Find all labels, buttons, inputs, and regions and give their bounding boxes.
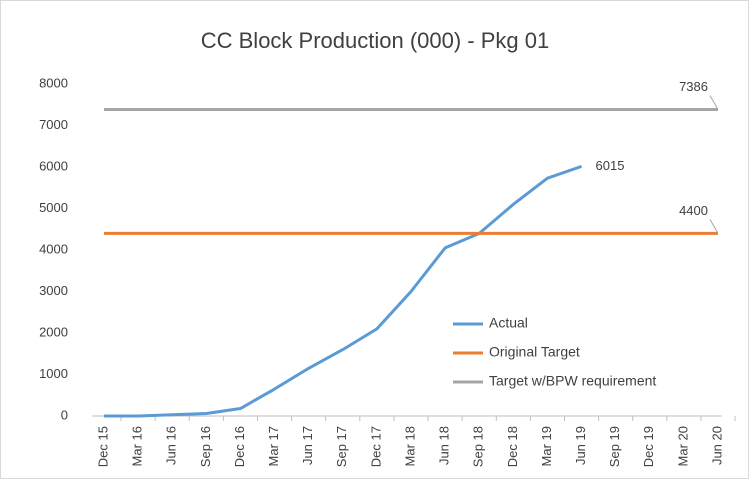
y-tick-label: 5000 (39, 200, 68, 215)
legend-label: Actual (489, 315, 528, 331)
x-tick-label: Dec 15 (95, 426, 110, 467)
x-tick-label: Mar 17 (266, 426, 281, 466)
x-tick-label: Mar 19 (539, 426, 554, 466)
x-tick-label: Dec 16 (232, 426, 247, 467)
y-tick-label: 8000 (39, 75, 68, 90)
data-label: 4400 (679, 203, 708, 218)
data-label: 6015 (596, 158, 625, 173)
x-tick-label: Jun 19 (573, 426, 588, 465)
series-line (104, 164, 583, 418)
y-tick-label: 7000 (39, 117, 68, 132)
x-tick-label: Sep 17 (334, 426, 349, 467)
x-tick-label: Sep 16 (198, 426, 213, 467)
chart-title: CC Block Production (000) - Pkg 01 (201, 28, 550, 53)
x-tick-label: Jun 18 (437, 426, 452, 465)
x-tick-label: Sep 18 (471, 426, 486, 467)
x-tick-label: Jun 16 (164, 426, 179, 465)
x-tick-label: Dec 17 (368, 426, 383, 467)
x-tick-label: Jun 17 (300, 426, 315, 465)
x-tick-label: Jun 20 (709, 426, 724, 465)
y-tick-label: 4000 (39, 241, 68, 256)
legend-label: Original Target (489, 344, 580, 360)
y-tick-label: 3000 (39, 283, 68, 298)
label-leader (709, 219, 719, 234)
x-tick-label: Mar 20 (675, 426, 690, 466)
legend-label: Target w/BPW requirement (489, 373, 656, 389)
x-tick-label: Dec 19 (641, 426, 656, 467)
x-tick-label: Sep 19 (607, 426, 622, 467)
y-tick-label: 1000 (39, 366, 68, 381)
label-leader (709, 95, 719, 110)
x-tick-label: Dec 18 (505, 426, 520, 467)
y-tick-label: 6000 (39, 158, 68, 173)
y-tick-label: 0 (61, 407, 68, 422)
x-tick-label: Mar 16 (130, 426, 145, 466)
y-tick-label: 2000 (39, 324, 68, 339)
data-label: 7386 (679, 79, 708, 94)
x-tick-label: Mar 18 (402, 426, 417, 466)
